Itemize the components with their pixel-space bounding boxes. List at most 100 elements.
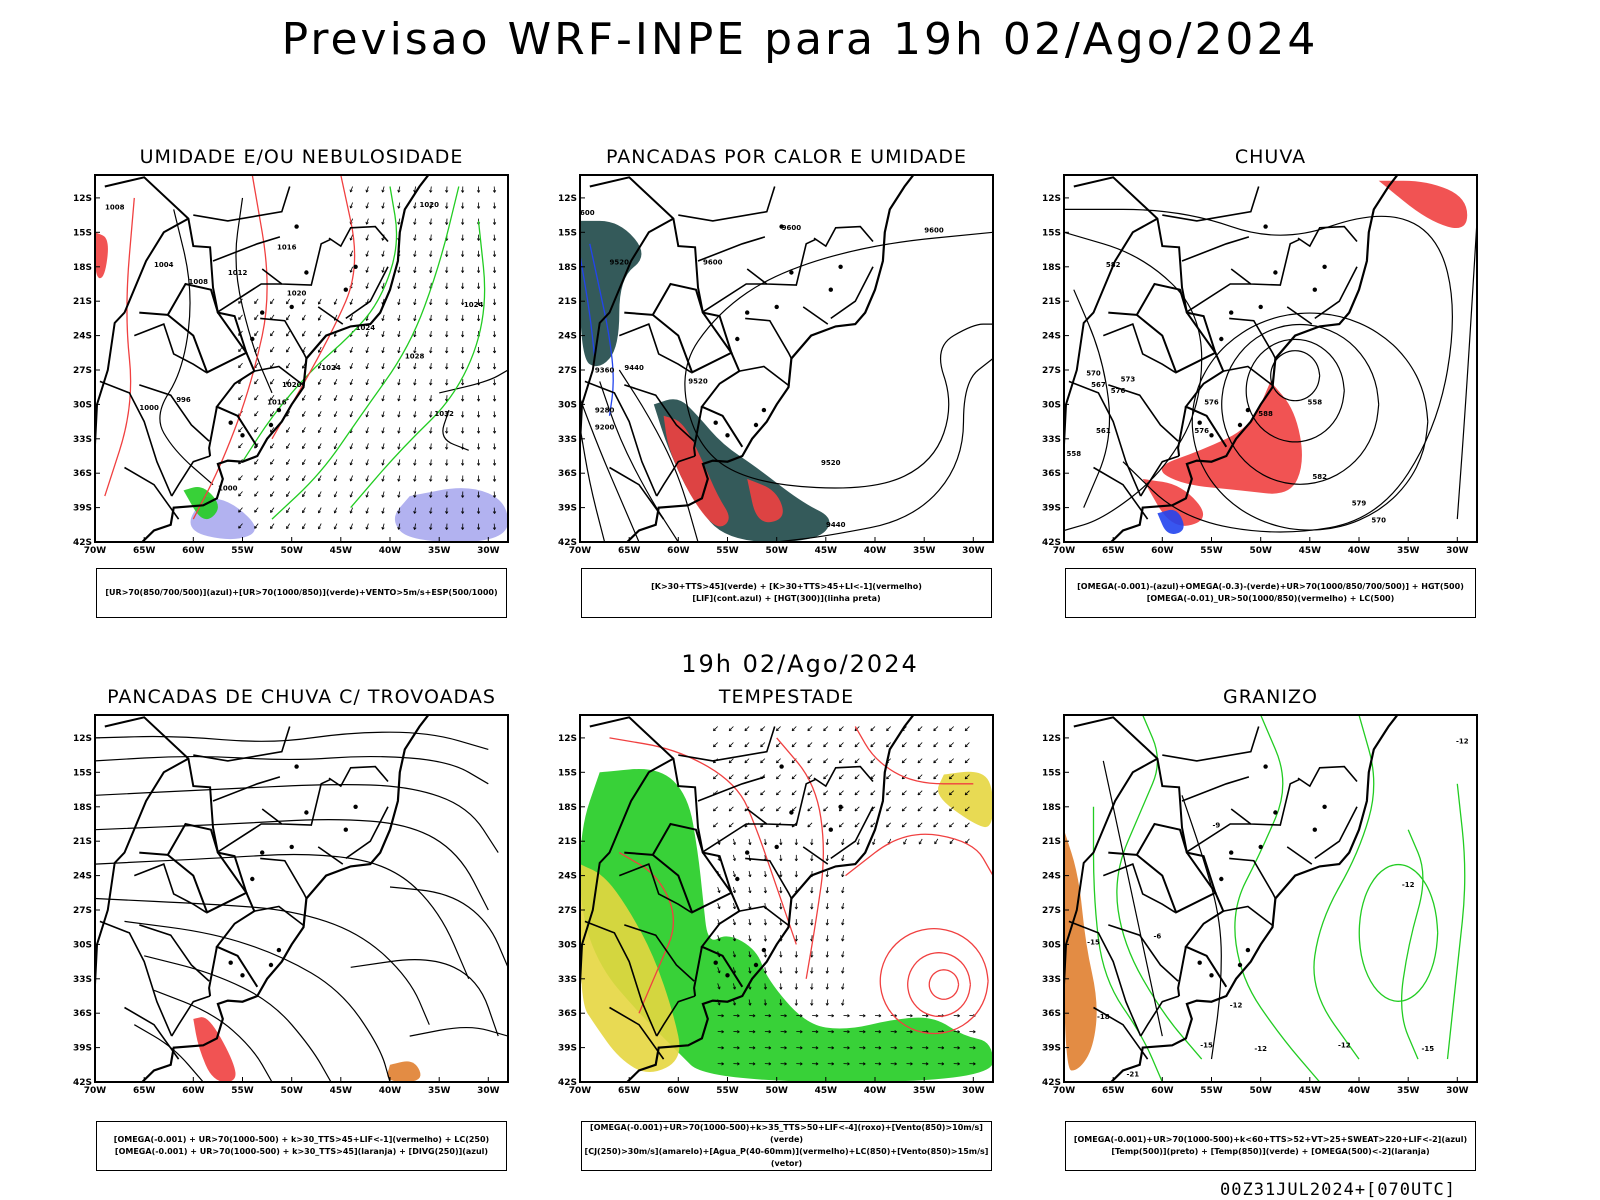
wind-vector — [286, 491, 291, 497]
wind-vector — [430, 314, 432, 321]
humidity-green-contour — [350, 220, 486, 509]
humid-lavender-area — [394, 488, 508, 542]
state-border — [1314, 806, 1358, 860]
wind-vector-850-head — [713, 776, 716, 780]
wind-vector-850-head — [815, 1062, 819, 1066]
x-tick-label: 30W — [1446, 1086, 1469, 1096]
wind-vector — [414, 346, 416, 353]
wind-vector-850 — [917, 726, 923, 731]
wind-vector-850-head — [847, 1014, 850, 1018]
wind-vector-head — [286, 365, 289, 369]
lake-marker — [1258, 304, 1263, 310]
wind-vector-850-head — [721, 1014, 724, 1018]
wind-vector-850-head — [810, 890, 814, 894]
legend-chuva: [OMEGA(-0.001)-(azul)+OMEGA(-0.3)-(verde… — [1065, 568, 1476, 618]
wind-vector-850-head — [732, 890, 736, 894]
wind-vector-850-head — [748, 954, 752, 958]
wind-vector-850 — [842, 870, 844, 877]
wind-vector-head — [461, 206, 465, 209]
state-border — [1223, 365, 1274, 387]
wind-vector-head — [461, 190, 465, 193]
wind-vector-850-head — [794, 922, 798, 926]
x-tick-label: 35W — [913, 546, 936, 556]
map-panel-chuva: 582 570 567 573 576 561 558 576 576 588 582 579 570 5… — [1042, 174, 1478, 556]
wind-vector-head — [397, 510, 401, 514]
legend-granizo: [OMEGA(-0.001)+UR>70(1000-500)+k<60+TTS>… — [1065, 1121, 1476, 1171]
wind-vector — [286, 346, 291, 353]
y-tick-label: 24S — [558, 872, 577, 882]
state-border — [193, 186, 291, 222]
wind-vector-850-head — [744, 744, 748, 748]
state-border — [656, 455, 696, 497]
wind-vector-head — [461, 430, 465, 434]
wind-vector-head — [349, 478, 353, 482]
contour-label: 1020 — [287, 289, 307, 297]
wind-vector-850 — [917, 790, 923, 796]
panel-title-pancadas-calor: PANCADAS POR CALOR E UMIDADE — [605, 146, 967, 168]
wind-vector — [366, 395, 369, 402]
y-tick-label: 33S — [1042, 435, 1061, 445]
wind-vector-head — [302, 510, 305, 514]
state-border — [216, 283, 282, 314]
wind-vector-850 — [854, 758, 860, 764]
wind-vector — [238, 314, 243, 320]
wind-vector-head — [445, 511, 449, 514]
wind-vector-head — [381, 253, 385, 257]
wind-vector-850-head — [776, 728, 779, 732]
streamline — [144, 955, 332, 1082]
lake-marker — [268, 962, 274, 968]
lake-marker — [1229, 310, 1234, 315]
state-border — [802, 306, 829, 325]
wind-vector-850-head — [878, 1014, 882, 1018]
wind-vector-850-head — [894, 1046, 897, 1050]
wind-vector-850 — [744, 726, 750, 731]
wind-vector-850-head — [717, 890, 721, 894]
state-border — [261, 238, 332, 286]
wind-vector-850 — [964, 742, 970, 748]
wind-vector-850-head — [728, 792, 732, 796]
wind-vector-850 — [728, 774, 734, 780]
streamline — [389, 886, 508, 968]
wind-vector-850 — [933, 790, 939, 796]
streamline-850 — [776, 737, 824, 979]
state-border — [1229, 857, 1277, 899]
wind-vector-850 — [823, 758, 829, 764]
lake-marker — [761, 407, 767, 413]
wind-vector-850-head — [763, 954, 767, 958]
wind-vector — [366, 330, 369, 337]
wind-vector-head — [492, 350, 497, 354]
wind-vector-850-head — [872, 842, 876, 845]
wind-vector-850-head — [862, 1030, 866, 1034]
wind-vector-850-head — [728, 744, 732, 748]
wind-vector-head — [270, 333, 273, 337]
wind-vector-850 — [717, 886, 720, 893]
wind-vector-850 — [744, 806, 750, 812]
wind-vector-850 — [842, 854, 844, 861]
wind-vector — [270, 378, 275, 385]
wind-vector-head — [445, 430, 449, 434]
wind-vector — [414, 491, 416, 498]
wind-vector-850-head — [841, 954, 845, 958]
y-tick-label: 27S — [1042, 366, 1061, 376]
wind-vector-850 — [964, 758, 970, 764]
wind-vector-850 — [733, 983, 736, 990]
wind-vector — [414, 314, 416, 321]
convective-red-area — [663, 415, 729, 527]
wind-vector — [334, 459, 338, 466]
lake-marker — [250, 876, 255, 882]
wind-vector-850-head — [721, 1046, 724, 1050]
wind-vector-850 — [748, 999, 751, 1006]
wind-vector-head — [317, 398, 321, 401]
wind-vector-850 — [733, 935, 736, 942]
wind-vector-head — [492, 511, 497, 514]
wind-vector — [238, 523, 243, 529]
wind-vector-head — [429, 478, 433, 482]
wind-vector-850 — [842, 951, 844, 958]
wind-vector-head — [381, 414, 385, 418]
y-tick-label: 18S — [1042, 803, 1061, 813]
wind-vector — [334, 523, 338, 530]
x-tick-label: 35W — [1397, 1086, 1420, 1096]
wind-vector-850-head — [768, 1046, 772, 1050]
streamline-850 — [854, 726, 974, 785]
